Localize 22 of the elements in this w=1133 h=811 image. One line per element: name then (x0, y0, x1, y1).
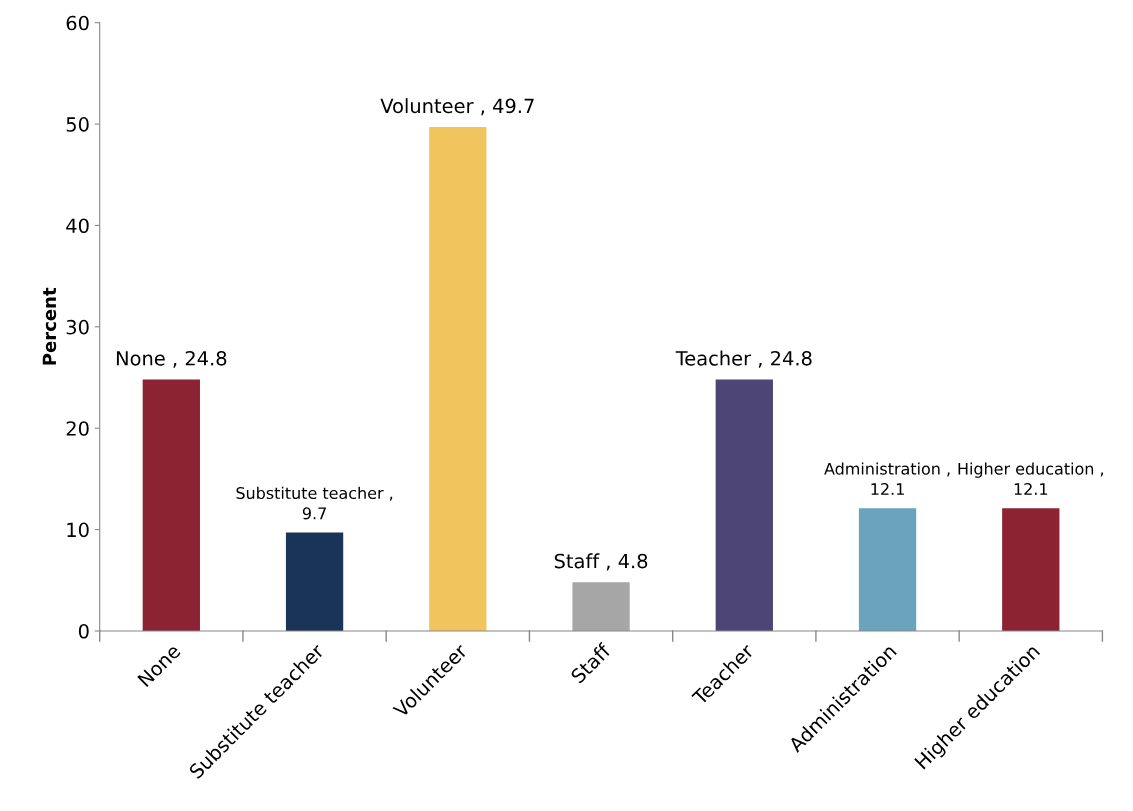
bar (142, 379, 200, 631)
bar (572, 582, 630, 631)
data-label: Substitute teacher , 9.7 (236, 486, 393, 520)
y-tick-label: 60 (66, 15, 89, 31)
bar (429, 127, 487, 631)
y-tick-label: 20 (66, 421, 89, 436)
y-tick-label: 0 (78, 623, 89, 639)
data-label: Volunteer , 49.7 (380, 98, 534, 116)
y-axis-title: Percent (42, 287, 57, 365)
bar (715, 379, 773, 631)
bar (1002, 508, 1060, 631)
bar (858, 508, 917, 631)
bar (285, 532, 344, 631)
y-tick-label: 10 (67, 522, 89, 538)
data-label: Staff , 4.8 (554, 553, 648, 571)
y-tick-label: 30 (66, 319, 89, 335)
data-label: Teacher , 24.8 (675, 350, 812, 368)
data-label: Higher education , 12.1 (958, 462, 1104, 495)
data-label: None , 24.8 (116, 350, 227, 368)
y-tick-label: 40 (66, 218, 89, 234)
y-tick-label: 50 (66, 117, 89, 132)
data-label: Administration , 12.1 (824, 462, 950, 495)
